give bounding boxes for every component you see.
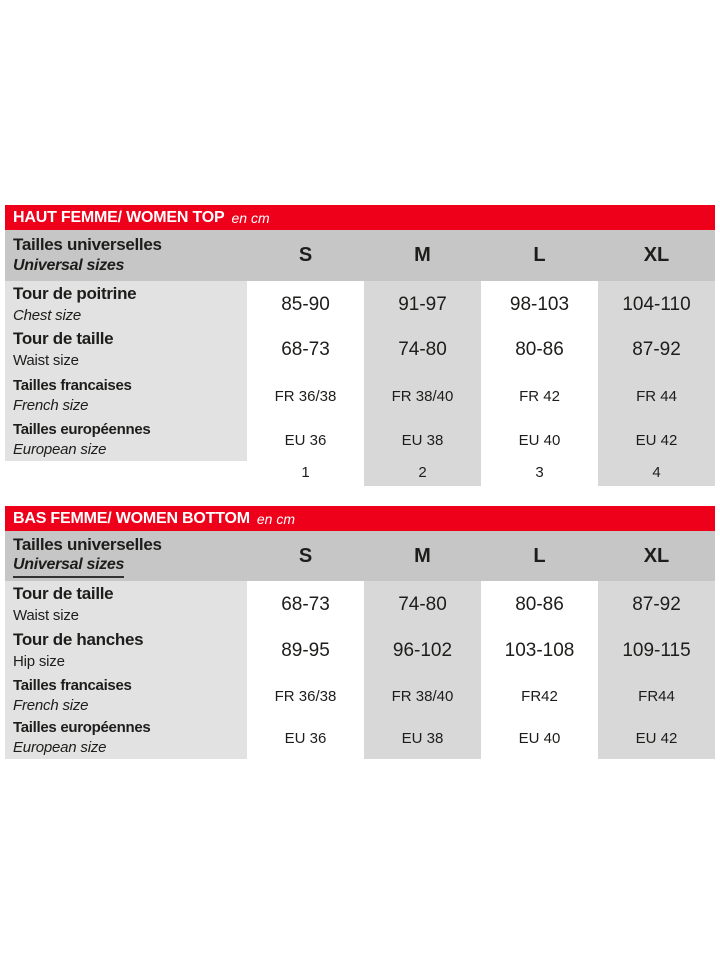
value-cell: 68-73 (247, 328, 364, 372)
value-cell: 80-86 (481, 328, 598, 372)
row-label-en: Waist size (13, 352, 79, 370)
value-cell: EU 42 (598, 420, 715, 461)
value-cell: 98-103 (481, 281, 598, 328)
column-header-s: S (247, 230, 364, 281)
column-header-l: L (481, 531, 598, 581)
value-cell: 1 (247, 458, 364, 486)
row-waist-size: Tour de taille Waist size 68-73 74-80 80… (5, 581, 715, 628)
value-cell: EU 38 (364, 420, 481, 461)
value-cell: EU 36 (247, 718, 364, 759)
header-label-cell: Tailles universelles Universal sizes (5, 230, 247, 281)
value-cell: FR 38/40 (364, 372, 481, 420)
row-label-en: French size (13, 697, 89, 714)
table-women-top-title-bar: HAUT FEMME/ WOMEN TOP en cm (5, 205, 715, 230)
row-label-cell-empty (5, 458, 247, 486)
value-cell: 4 (598, 458, 715, 486)
header-row: Tailles universelles Universal sizes S M… (5, 531, 715, 581)
column-header-xl: XL (598, 230, 715, 281)
row-label-fr: Tour de taille (13, 583, 114, 603)
header-label-fr: Tailles universelles (13, 235, 162, 255)
column-header-s: S (247, 531, 364, 581)
value-cell: 87-92 (598, 581, 715, 628)
value-cell: 91-97 (364, 281, 481, 328)
value-cell: EU 42 (598, 718, 715, 759)
row-label-fr: Tailles francaises (13, 376, 132, 394)
row-french-size: Tailles francaises French size FR 36/38 … (5, 674, 715, 718)
header-label-cell: Tailles universelles Universal sizes (5, 531, 247, 581)
row-hip-size: Tour de hanches Hip size 89-95 96-102 10… (5, 628, 715, 674)
value-cell: FR 36/38 (247, 674, 364, 718)
value-cell: 74-80 (364, 328, 481, 372)
row-label-cell: Tailles francaises French size (5, 372, 247, 420)
column-header-l: L (481, 230, 598, 281)
row-european-size: Tailles européennes European size EU 36 … (5, 420, 715, 461)
value-cell: EU 40 (481, 718, 598, 759)
value-cell: EU 40 (481, 420, 598, 461)
value-cell: 3 (481, 458, 598, 486)
column-header-m: M (364, 531, 481, 581)
header-row: Tailles universelles Universal sizes S M… (5, 230, 715, 281)
value-cell: FR 44 (598, 372, 715, 420)
header-label-en: Universal sizes (13, 256, 125, 274)
value-cell: 89-95 (247, 628, 364, 674)
row-label-fr: Tailles francaises (13, 676, 132, 694)
row-waist-size: Tour de taille Waist size 68-73 74-80 80… (5, 328, 715, 372)
table-title: HAUT FEMME/ WOMEN TOP (13, 208, 225, 226)
table-unit-label: en cm (231, 209, 270, 226)
row-label-en: European size (13, 739, 107, 757)
row-label-cell: Tailles francaises French size (5, 674, 247, 718)
table-title: BAS FEMME/ WOMEN BOTTOM (13, 509, 250, 527)
row-european-size: Tailles européennes European size EU 36 … (5, 718, 715, 759)
column-header-xl: XL (598, 531, 715, 581)
row-label-cell: Tailles européennes European size (5, 718, 247, 759)
value-cell: 104-110 (598, 281, 715, 328)
value-cell: 96-102 (364, 628, 481, 674)
value-cell: 2 (364, 458, 481, 486)
table-unit-label: en cm (256, 510, 295, 527)
row-label-cell: Tour de taille Waist size (5, 581, 247, 628)
table-women-bottom-title-bar: BAS FEMME/ WOMEN BOTTOM en cm (5, 506, 715, 531)
row-label-fr: Tour de poitrine (13, 283, 137, 303)
row-label-fr: Tour de hanches (13, 630, 144, 650)
value-cell: FR42 (481, 674, 598, 718)
row-label-fr: Tour de taille (13, 329, 114, 349)
value-cell: 109-115 (598, 628, 715, 674)
row-label-fr: Tailles européennes (13, 719, 151, 736)
value-cell: FR 42 (481, 372, 598, 420)
value-cell: 68-73 (247, 581, 364, 628)
row-label-en: Chest size (13, 306, 82, 324)
value-cell: 85-90 (247, 281, 364, 328)
row-french-size: Tailles francaises French size FR 36/38 … (5, 372, 715, 420)
row-size-numbers: 1 2 3 4 (5, 458, 715, 486)
row-label-cell: Tour de hanches Hip size (5, 628, 247, 674)
value-cell: FR 38/40 (364, 674, 481, 718)
value-cell: 80-86 (481, 581, 598, 628)
table-women-bottom: BAS FEMME/ WOMEN BOTTOM en cm Tailles un… (5, 506, 715, 759)
value-cell: 74-80 (364, 581, 481, 628)
value-cell: 87-92 (598, 328, 715, 372)
row-label-en: European size (13, 441, 107, 459)
value-cell: EU 36 (247, 420, 364, 461)
header-label-fr: Tailles universelles (13, 534, 162, 554)
header-label-en: Universal sizes (13, 555, 124, 579)
row-label-en: Hip size (13, 653, 65, 671)
column-header-m: M (364, 230, 481, 281)
row-label-cell: Tailles européennes European size (5, 420, 247, 461)
row-label-cell: Tour de taille Waist size (5, 328, 247, 372)
value-cell: FR44 (598, 674, 715, 718)
row-label-fr: Tailles européennes (13, 421, 151, 438)
row-label-en: Waist size (13, 606, 79, 624)
value-cell: EU 38 (364, 718, 481, 759)
value-cell: 103-108 (481, 628, 598, 674)
table-women-top: HAUT FEMME/ WOMEN TOP en cm Tailles univ… (5, 205, 715, 486)
value-cell: FR 36/38 (247, 372, 364, 420)
row-label-cell: Tour de poitrine Chest size (5, 281, 247, 328)
row-label-en: French size (13, 397, 89, 414)
row-chest-size: Tour de poitrine Chest size 85-90 91-97 … (5, 281, 715, 328)
